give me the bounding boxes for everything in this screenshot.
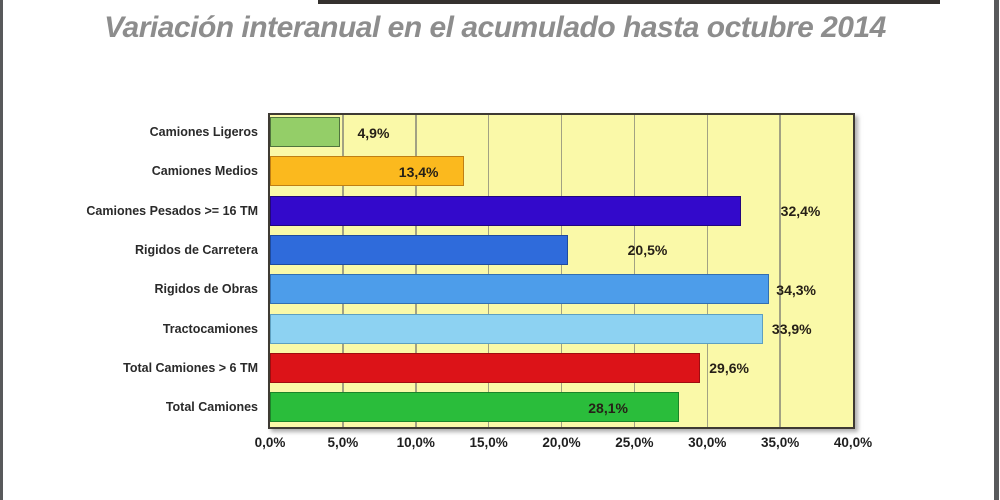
x-tick-label-4: 20,0% [542, 435, 581, 450]
top-accent-bar [318, 0, 940, 4]
bar-3 [270, 234, 568, 265]
x-tick-label-0: 0,0% [254, 435, 286, 450]
plot-area: 4,9% 13,4% 32,4% 20,5% 34,3% 33,9% 29,6% 28,1% [268, 113, 855, 429]
x-tick-label-5: 25,0% [615, 435, 654, 450]
x-tick-label-8: 40,0% [833, 435, 873, 450]
value-label-2: 32,4% [780, 203, 821, 220]
x-tick-label-1: 5,0% [327, 435, 359, 450]
x-tick-label-7: 35,0% [760, 435, 800, 450]
category-label-2: Camiones Pesados >= 16 TM [86, 203, 258, 218]
value-label-1: 13,4% [398, 163, 439, 180]
x-tick-label-6: 30,0% [688, 435, 727, 450]
category-label-6: Total Camiones > 6 TM [123, 360, 258, 375]
left-frame-line [0, 0, 3, 500]
bar-1 [270, 156, 465, 187]
category-label-1: Camiones Medios [151, 164, 258, 179]
chart-title: Variación interanual en el acumulado has… [104, 11, 886, 44]
bar-5 [270, 313, 764, 344]
category-label-4: Rigidos de Obras [154, 282, 259, 297]
gridline [633, 115, 636, 427]
gridline [706, 115, 708, 427]
value-label-4: 34,3% [776, 281, 816, 298]
gridline [415, 115, 417, 427]
x-tick-label-2: 10,0% [396, 435, 435, 450]
category-label-3: Rigidos de Carretera [135, 242, 258, 257]
bar-0 [270, 117, 341, 147]
category-label-0: Camiones Ligeros [149, 125, 258, 139]
value-label-6: 29,6% [709, 360, 749, 377]
gridline [342, 115, 344, 427]
bar-7 [270, 392, 679, 423]
value-label-7: 28,1% [588, 399, 628, 416]
category-label-5: Tractocamiones [162, 321, 258, 336]
value-label-3: 20,5% [627, 242, 668, 259]
bar-6 [270, 352, 701, 383]
gridline [779, 115, 781, 427]
gridline [560, 115, 563, 427]
gridline [487, 115, 490, 427]
x-tick-label-3: 15,0% [469, 435, 508, 450]
value-label-0: 4,9% [357, 124, 390, 141]
category-label-7: Total Camiones [165, 400, 258, 415]
bar-4 [270, 274, 769, 305]
right-frame-line [994, 0, 999, 500]
value-label-5: 33,9% [771, 321, 812, 337]
bar-2 [270, 195, 742, 226]
